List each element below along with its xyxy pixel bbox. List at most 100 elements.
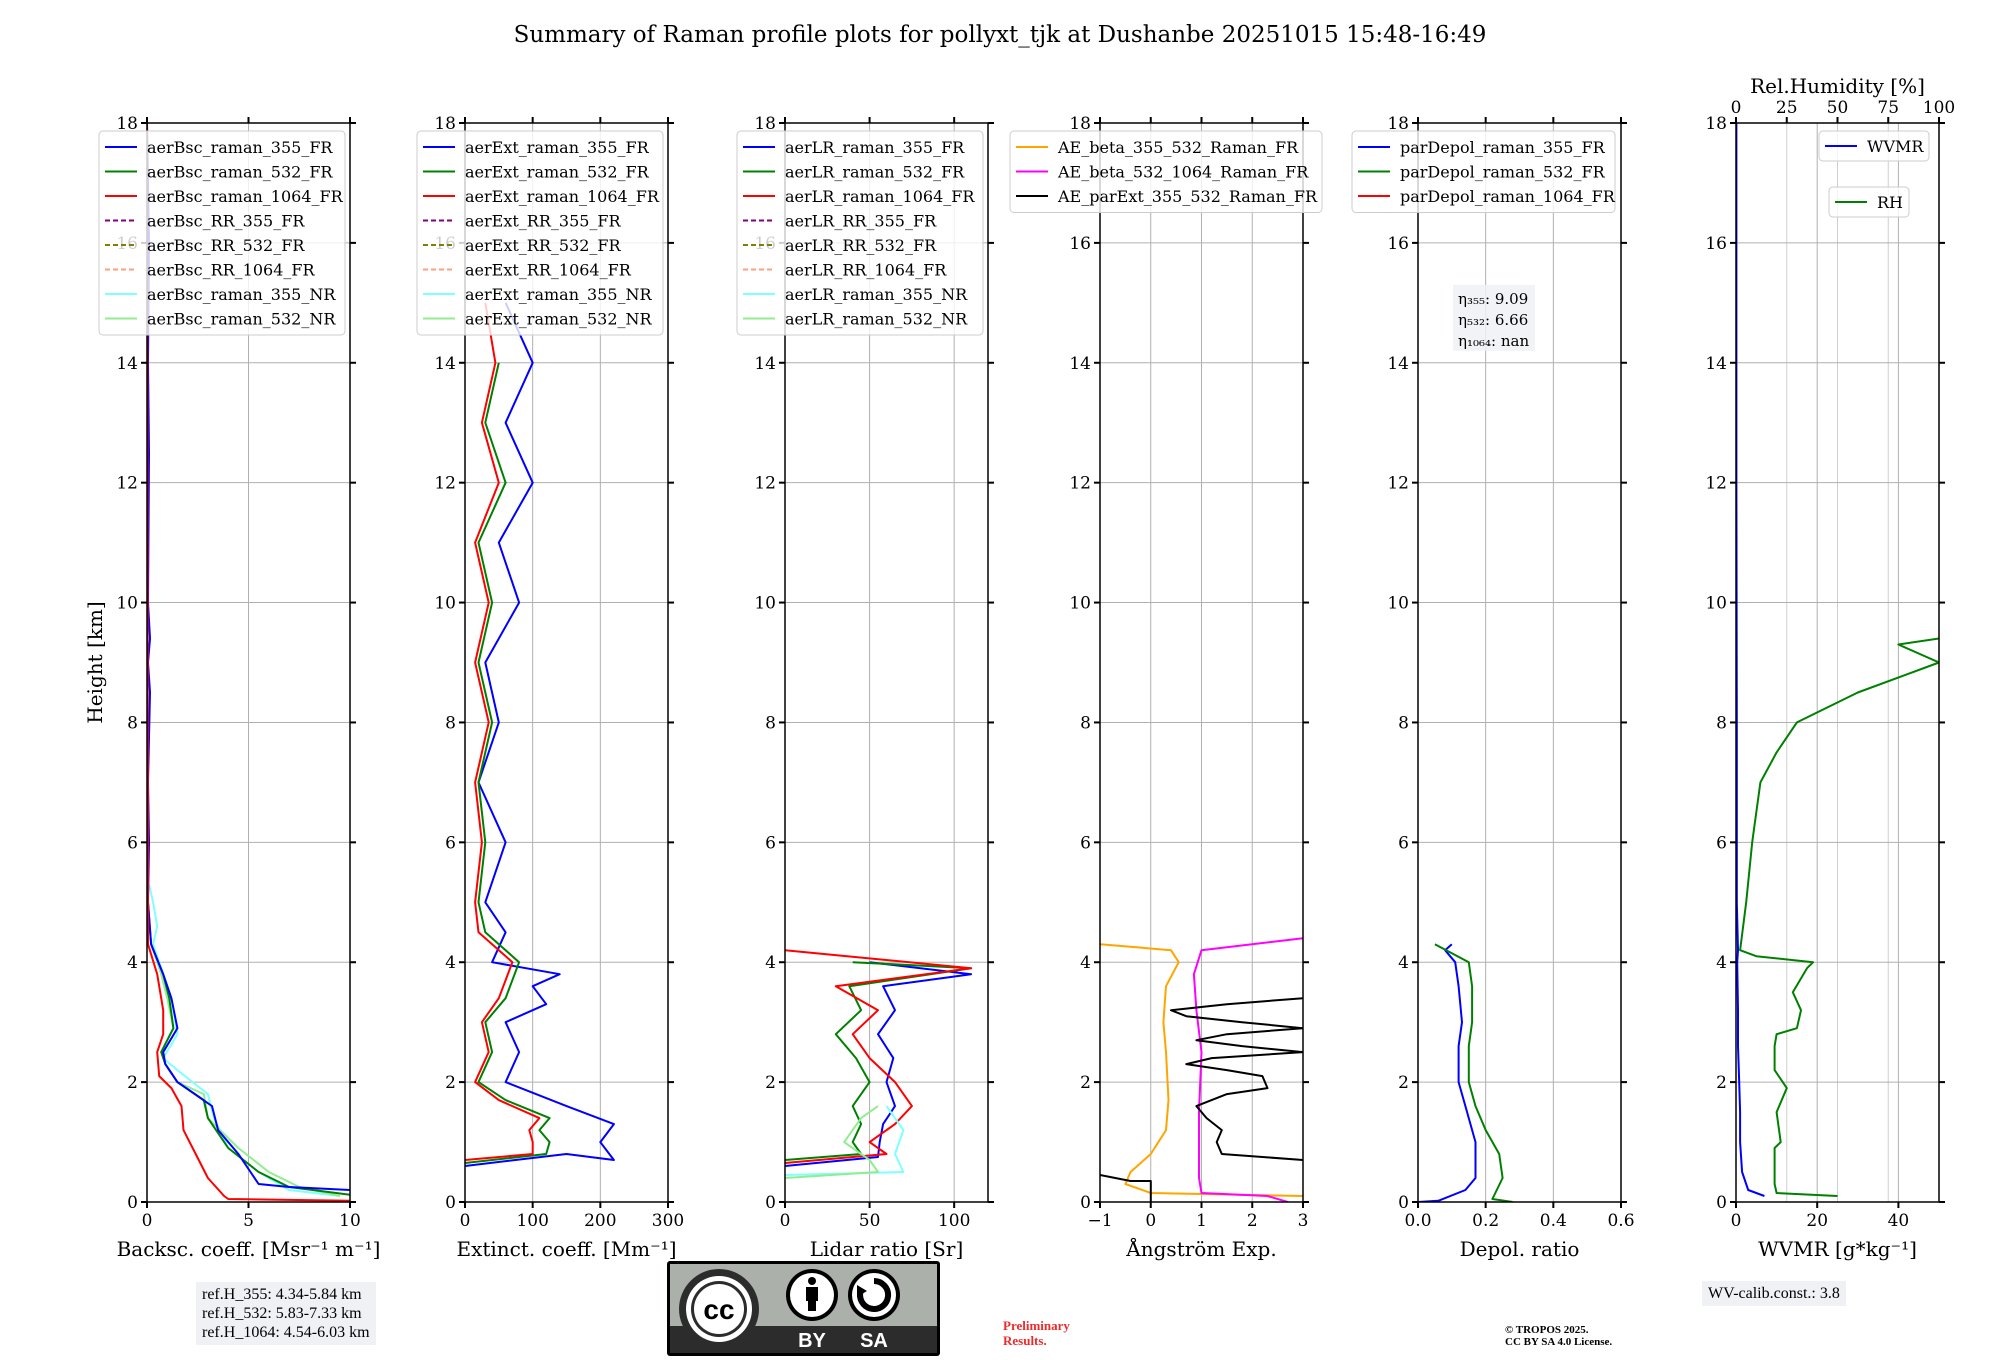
y-tick-label: 4 xyxy=(127,953,138,973)
x-tick-label: 0.4 xyxy=(1540,1211,1567,1231)
x-tick-label: 200 xyxy=(584,1211,616,1231)
x-tick-label: 0.2 xyxy=(1472,1211,1499,1231)
y-tick-label: 4 xyxy=(765,953,776,973)
legend-label: aerLR_raman_532_FR xyxy=(785,163,965,182)
x-tick-label: 3 xyxy=(1298,1211,1309,1231)
series-line-aerlr-raman-532-nr xyxy=(785,1105,879,1179)
x-axis-label: Lidar ratio [Sr] xyxy=(810,1237,964,1261)
legend-label: aerLR_raman_1064_FR xyxy=(785,187,975,206)
y-tick-label: 6 xyxy=(1398,833,1409,853)
y-tick-label: 4 xyxy=(1080,953,1091,973)
y-tick-label: 10 xyxy=(116,594,138,614)
series-line-ae-beta-532-1064-raman-fr xyxy=(1192,937,1303,1202)
x-tick-label: 0 xyxy=(1145,1211,1156,1231)
y-tick-label: 12 xyxy=(754,474,776,494)
x-tick-label: 0 xyxy=(1731,1211,1742,1231)
legend-rh: RH xyxy=(1828,186,1910,218)
legend-label: aerExt_raman_1064_FR xyxy=(465,187,660,206)
y-tick-label: 14 xyxy=(1387,354,1409,374)
legend: aerExt_raman_355_FR aerExt_raman_532_FRae… xyxy=(416,130,664,336)
legend-label: aerLR_RR_532_FR xyxy=(785,236,937,255)
panel-backscatter: 0246810121416180510Backsc. coeff. [Msr⁻¹… xyxy=(83,114,380,1261)
y-tick-label: 18 xyxy=(1705,114,1727,134)
y-tick-label: 12 xyxy=(1705,474,1727,494)
preliminary-line-1: Preliminary xyxy=(1003,1318,1070,1333)
y-tick-label: 12 xyxy=(116,474,138,494)
x2-tick-label: 0 xyxy=(1731,98,1742,118)
ref-height-355: ref.H_355: 4.34-5.84 km xyxy=(202,1286,362,1303)
x-tick-label: 300 xyxy=(652,1211,684,1231)
x-axis-label: Depol. ratio xyxy=(1460,1237,1580,1261)
series-line-ae-parext-355-532-raman-fr-b xyxy=(1170,997,1303,1161)
legend-label: aerBsc_RR_355_FR xyxy=(147,212,305,231)
legend-label: AE_parExt_355_532_Raman_FR xyxy=(1057,187,1318,206)
y-tick-label: 18 xyxy=(1387,114,1409,134)
series-group xyxy=(147,123,350,1202)
y-tick-label: 16 xyxy=(1387,234,1409,254)
y-axis-label: Height [km] xyxy=(83,601,107,723)
y-tick-label: 10 xyxy=(1705,594,1727,614)
figure-title: Summary of Raman profile plots for polly… xyxy=(513,22,1487,48)
x-axis-label: Ångström Exp. xyxy=(1125,1236,1276,1261)
legend-label: aerExt_RR_532_FR xyxy=(465,236,622,255)
legend-label: parDepol_raman_532_FR xyxy=(1400,163,1606,182)
annotation-line: η₁₀₆₄: nan xyxy=(1458,332,1529,350)
series-line-rh xyxy=(1739,637,1939,1197)
legend-label: aerLR_RR_1064_FR xyxy=(785,261,947,280)
legend-label: aerLR_raman_532_NR xyxy=(785,310,968,329)
series-line-wvmr xyxy=(1736,123,1765,1197)
wv-calib-text: WV-calib.const.: 3.8 xyxy=(1708,1285,1840,1302)
x2-tick-label: 25 xyxy=(1776,98,1798,118)
y-tick-label: 2 xyxy=(1716,1073,1727,1093)
series-line-aerlr-raman-1064-fr xyxy=(785,949,973,1164)
series-line-aerext-raman-1064-fr xyxy=(465,302,541,1161)
x-axis-label: Backsc. coeff. [Msr⁻¹ m⁻¹] xyxy=(117,1237,381,1261)
x-tick-label: 10 xyxy=(339,1211,361,1231)
legend-label: aerLR_raman_355_NR xyxy=(785,285,968,304)
svg-text:SA: SA xyxy=(860,1330,888,1352)
legend-label: aerExt_raman_532_FR xyxy=(465,163,650,182)
x2-tick-label: 50 xyxy=(1827,98,1849,118)
axes-frame xyxy=(1417,122,1622,1203)
legend-label: aerBsc_raman_355_FR xyxy=(147,138,333,157)
y-tick-label: 2 xyxy=(1080,1073,1091,1093)
y-tick-label: 4 xyxy=(1716,953,1727,973)
annotation-line: η₃₅₅: 9.09 xyxy=(1458,290,1528,308)
legend-box xyxy=(1828,186,1910,218)
svg-text:BY: BY xyxy=(798,1330,826,1352)
y-tick-label: 8 xyxy=(445,713,456,733)
y-tick-label: 14 xyxy=(1705,354,1727,374)
series-line-aerext-raman-355-fr xyxy=(465,302,615,1167)
y-tick-label: 2 xyxy=(445,1073,456,1093)
y-tick-label: 6 xyxy=(765,833,776,853)
legend-box xyxy=(416,130,664,336)
legend-label: aerBsc_raman_532_FR xyxy=(147,163,333,182)
y-tick-label: 12 xyxy=(1387,474,1409,494)
y-tick-label: 18 xyxy=(1069,114,1091,134)
legend-box xyxy=(1351,130,1616,213)
y-tick-label: 0 xyxy=(1080,1193,1091,1213)
y-tick-label: 10 xyxy=(434,594,456,614)
y-tick-label: 14 xyxy=(434,354,456,374)
legend: AE_beta_355_532_Raman_FR AE_beta_532_1064… xyxy=(1009,130,1323,213)
legend-label: aerBsc_raman_355_NR xyxy=(147,285,336,304)
legend-label: aerBsc_raman_532_NR xyxy=(147,310,336,329)
x-tick-label: 100 xyxy=(516,1211,548,1231)
legend-label: aerLR_RR_355_FR xyxy=(785,212,937,231)
ref-height-532: ref.H_532: 5.83-7.33 km xyxy=(202,1305,362,1322)
y-tick-label: 4 xyxy=(445,953,456,973)
legend-label: aerExt_raman_532_NR xyxy=(465,310,653,329)
series-line-aerext-raman-532-fr xyxy=(465,362,551,1164)
series-group xyxy=(1418,943,1513,1202)
y-tick-label: 14 xyxy=(116,354,138,374)
legend-label: WVMR xyxy=(1867,137,1924,156)
legend-label: aerBsc_RR_532_FR xyxy=(147,236,305,255)
x-tick-label: −1 xyxy=(1087,1211,1112,1231)
y-tick-label: 18 xyxy=(116,114,138,134)
legend-label: AE_beta_532_1064_Raman_FR xyxy=(1057,163,1309,182)
y-tick-label: 6 xyxy=(1716,833,1727,853)
y-tick-label: 6 xyxy=(445,833,456,853)
cc-by-sa-license-badge: cc BY SA xyxy=(667,1261,940,1356)
x2-axis-label: Rel.Humidity [%] xyxy=(1750,74,1925,98)
